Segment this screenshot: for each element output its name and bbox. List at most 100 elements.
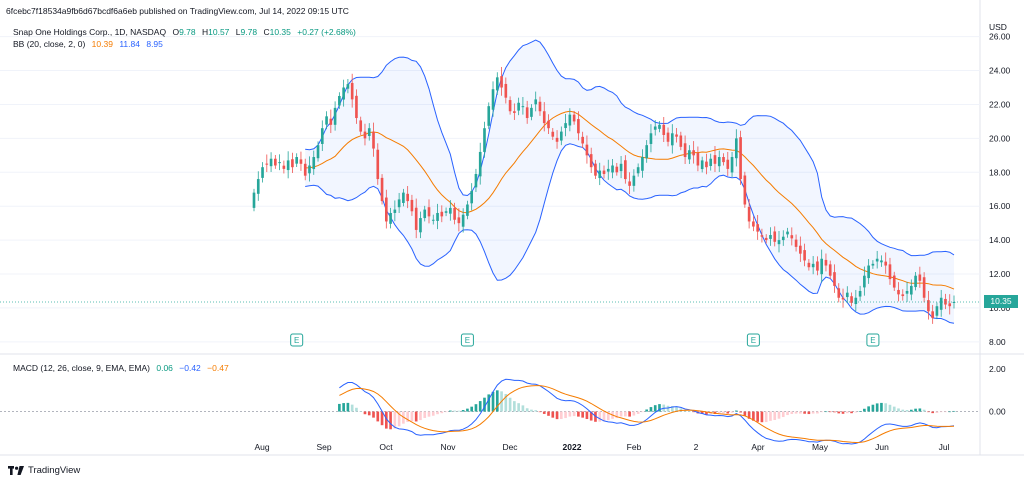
macd-histogram-bar[interactable] bbox=[342, 403, 345, 412]
macd-histogram-bar[interactable] bbox=[504, 393, 508, 412]
macd-histogram-bar[interactable] bbox=[419, 411, 422, 421]
macd-histogram-bar[interactable] bbox=[346, 402, 350, 412]
macd-histogram-bar[interactable] bbox=[632, 411, 636, 416]
macd-histogram-bar[interactable] bbox=[760, 411, 764, 423]
macd-histogram-bar[interactable] bbox=[790, 411, 794, 414]
candle-body[interactable] bbox=[807, 262, 811, 268]
macd-histogram-bar[interactable] bbox=[897, 408, 900, 412]
macd-histogram-bar[interactable] bbox=[542, 411, 546, 414]
macd-histogram-bar[interactable] bbox=[705, 411, 708, 415]
candle-body[interactable] bbox=[666, 132, 670, 142]
macd-histogram-bar[interactable] bbox=[863, 408, 866, 412]
candle-body[interactable] bbox=[384, 197, 388, 222]
candle-body[interactable] bbox=[820, 258, 824, 275]
candle-body[interactable] bbox=[427, 207, 431, 217]
candle-body[interactable] bbox=[303, 163, 307, 176]
candle-body[interactable] bbox=[525, 107, 529, 119]
macd-histogram-bar[interactable] bbox=[777, 411, 781, 419]
candle-body[interactable] bbox=[892, 275, 896, 288]
macd-histogram-bar[interactable] bbox=[581, 411, 584, 418]
candle-body[interactable] bbox=[572, 114, 576, 122]
macd-histogram-bar[interactable] bbox=[756, 411, 759, 422]
candle-body[interactable] bbox=[577, 119, 580, 134]
candle-body[interactable] bbox=[914, 275, 917, 288]
macd-histogram-bar[interactable] bbox=[513, 401, 516, 412]
candle-body[interactable] bbox=[828, 264, 832, 276]
candle-body[interactable] bbox=[683, 143, 687, 158]
macd-histogram-bar[interactable] bbox=[828, 411, 832, 413]
candle-body[interactable] bbox=[308, 165, 311, 174]
candle-body[interactable] bbox=[739, 137, 742, 180]
macd-histogram-bar[interactable] bbox=[641, 411, 644, 413]
macd-histogram-bar[interactable] bbox=[816, 411, 819, 414]
macd-histogram-bar[interactable] bbox=[888, 404, 892, 412]
macd-histogram-bar[interactable] bbox=[517, 403, 520, 412]
candle-body[interactable] bbox=[483, 128, 486, 152]
macd-histogram-bar[interactable] bbox=[389, 411, 392, 430]
macd-histogram-bar[interactable] bbox=[602, 411, 606, 422]
macd-histogram-bar[interactable] bbox=[359, 411, 363, 412]
candle-body[interactable] bbox=[897, 289, 900, 295]
candle-body[interactable] bbox=[547, 120, 550, 129]
macd-histogram-bar[interactable] bbox=[752, 411, 755, 421]
candle-body[interactable] bbox=[555, 137, 559, 142]
candle-body[interactable] bbox=[495, 77, 499, 91]
macd-histogram-bar[interactable] bbox=[747, 411, 751, 419]
candle-body[interactable] bbox=[265, 163, 269, 165]
macd-histogram-bar[interactable] bbox=[807, 411, 811, 415]
candle-body[interactable] bbox=[436, 212, 439, 221]
candle-body[interactable] bbox=[632, 175, 636, 186]
candle-body[interactable] bbox=[845, 292, 849, 298]
macd-histogram-bar[interactable] bbox=[483, 397, 486, 412]
candle-body[interactable] bbox=[794, 239, 798, 247]
earnings-marker[interactable] bbox=[460, 333, 474, 347]
candle-body[interactable] bbox=[295, 157, 299, 164]
candle-body[interactable] bbox=[769, 235, 772, 239]
macd-histogram-bar[interactable] bbox=[393, 411, 397, 429]
candle-body[interactable] bbox=[581, 136, 584, 144]
candle-body[interactable] bbox=[909, 285, 913, 295]
candle-body[interactable] bbox=[282, 165, 286, 169]
macd-histogram-bar[interactable] bbox=[683, 410, 687, 412]
candle-body[interactable] bbox=[274, 158, 277, 166]
candle-body[interactable] bbox=[380, 177, 384, 202]
candle-body[interactable] bbox=[397, 199, 401, 208]
macd-histogram-bar[interactable] bbox=[649, 407, 653, 412]
candle-body[interactable] bbox=[504, 83, 508, 98]
candle-body[interactable] bbox=[252, 192, 256, 208]
candle-body[interactable] bbox=[709, 158, 713, 167]
candle-body[interactable] bbox=[513, 111, 516, 113]
candle-body[interactable] bbox=[414, 207, 418, 230]
macd-histogram-bar[interactable] bbox=[619, 411, 623, 417]
macd-histogram-bar[interactable] bbox=[338, 403, 341, 412]
candle-body[interactable] bbox=[372, 131, 375, 149]
macd-histogram-bar[interactable] bbox=[679, 408, 683, 412]
candle-body[interactable] bbox=[359, 120, 363, 132]
candle-body[interactable] bbox=[816, 261, 819, 271]
macd-histogram-bar[interactable] bbox=[606, 411, 610, 421]
candle-body[interactable] bbox=[598, 170, 602, 179]
candle-body[interactable] bbox=[261, 167, 264, 178]
candle-body[interactable] bbox=[773, 231, 777, 242]
macd-histogram-bar[interactable] bbox=[773, 411, 777, 421]
macd-histogram-bar[interactable] bbox=[624, 411, 627, 417]
macd-histogram-bar[interactable] bbox=[931, 411, 934, 414]
macd-histogram-bar[interactable] bbox=[585, 411, 589, 420]
candle-body[interactable] bbox=[440, 211, 444, 217]
candle-body[interactable] bbox=[342, 87, 345, 100]
macd-histogram-bar[interactable] bbox=[410, 411, 414, 422]
macd-histogram-bar[interactable] bbox=[530, 409, 533, 412]
macd-histogram-bar[interactable] bbox=[781, 411, 785, 418]
candle-body[interactable] bbox=[410, 199, 414, 212]
macd-histogram-bar[interactable] bbox=[568, 411, 572, 417]
macd-histogram-bar[interactable] bbox=[892, 406, 896, 412]
candle-body[interactable] bbox=[551, 131, 555, 137]
candle-body[interactable] bbox=[286, 160, 290, 171]
candle-body[interactable] bbox=[641, 157, 644, 171]
macd-histogram-bar[interactable] bbox=[495, 390, 499, 412]
macd-histogram-bar[interactable] bbox=[355, 407, 358, 412]
macd-histogram-bar[interactable] bbox=[384, 411, 388, 429]
candle-body[interactable] bbox=[679, 135, 683, 147]
macd-histogram-bar[interactable] bbox=[670, 406, 674, 412]
macd-histogram-bar[interactable] bbox=[555, 411, 559, 420]
